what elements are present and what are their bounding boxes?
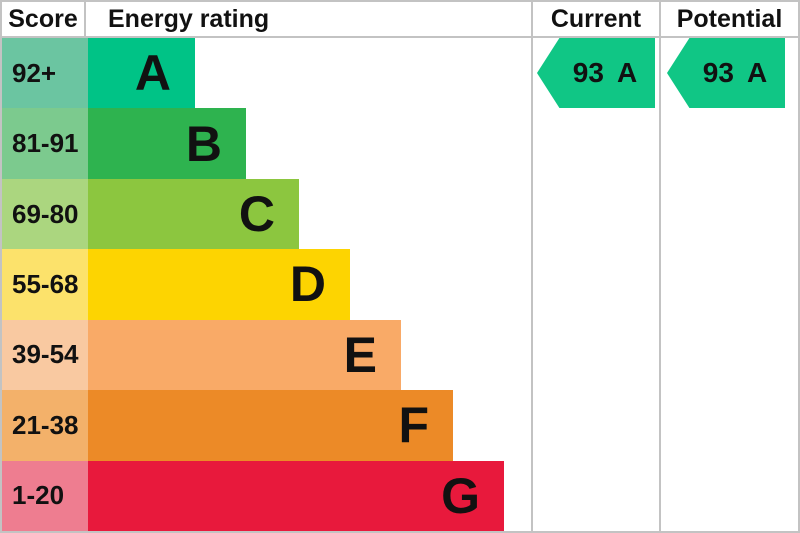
header-energy-rating: Energy rating	[108, 5, 270, 33]
score-range-label: 81-91	[12, 128, 79, 159]
score-range-e: 39-54	[2, 319, 88, 391]
score-range-label: 55-68	[12, 268, 79, 299]
score-range-c: 69-80	[2, 178, 88, 250]
potential-rating-letter: A	[746, 57, 768, 88]
score-range-label: 1-20	[12, 480, 65, 511]
rating-band-a: A	[88, 38, 195, 109]
rating-row-f: 21-38 F	[2, 390, 531, 461]
current-column-divider	[531, 2, 533, 531]
potential-rating-arrow: 93 A	[667, 38, 785, 108]
score-range-label: 92+	[12, 57, 57, 88]
header-score: Score	[8, 5, 78, 33]
potential-score-value: 93	[702, 57, 734, 88]
score-range-b: 81-91	[2, 108, 88, 179]
band-letter: C	[238, 186, 275, 243]
rating-band-f: F	[88, 390, 453, 461]
header-potential: Potential	[676, 5, 783, 33]
band-letter: B	[185, 115, 222, 172]
band-letter: A	[134, 45, 171, 102]
rating-row-b: 81-91 B	[2, 108, 531, 179]
current-rating-arrow: 93 A	[537, 38, 655, 108]
band-letter: D	[289, 256, 326, 313]
band-letter: F	[398, 397, 429, 454]
score-range-d: 55-68	[2, 249, 88, 320]
score-range-label: 39-54	[12, 339, 79, 370]
rating-rows: 92+ A 81-91 B 69-80 C 55-68	[2, 38, 531, 531]
header-current: Current	[550, 5, 642, 33]
band-letter: E	[343, 326, 377, 383]
rating-band-c: C	[88, 178, 299, 250]
current-rating-letter: A	[616, 57, 638, 88]
rating-row-g: 1-20 G	[2, 460, 531, 531]
rating-band-e: E	[88, 319, 401, 391]
rating-row-e: 39-54 E	[2, 319, 531, 391]
band-letter: G	[441, 467, 480, 524]
score-range-a: 92+	[2, 38, 88, 109]
potential-column-divider	[659, 2, 661, 531]
rating-row-d: 55-68 D	[2, 249, 531, 320]
rating-band-d: D	[88, 249, 350, 320]
rating-row-c: 69-80 C	[2, 178, 531, 250]
score-column-divider	[84, 2, 86, 38]
rating-row-a: 92+ A	[2, 38, 531, 109]
score-range-label: 69-80	[12, 198, 79, 229]
current-score-value: 93	[572, 57, 604, 88]
rating-band-g: G	[88, 460, 504, 531]
header-divider-line	[2, 36, 798, 38]
score-range-label: 21-38	[12, 409, 79, 440]
rating-band-b: B	[88, 108, 246, 179]
score-range-g: 1-20	[2, 460, 88, 531]
score-range-f: 21-38	[2, 390, 88, 461]
